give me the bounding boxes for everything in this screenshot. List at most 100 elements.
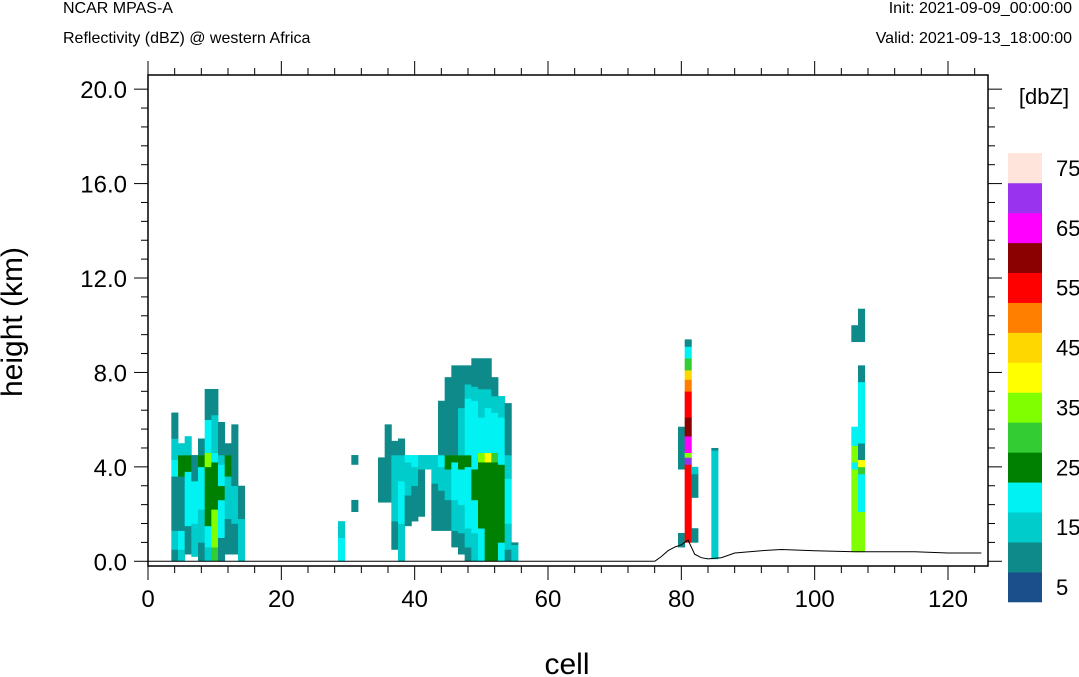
reflectivity-cell xyxy=(484,462,492,562)
reflectivity-cell xyxy=(684,346,692,359)
reflectivity-cell xyxy=(491,452,499,463)
reflectivity-cell xyxy=(711,450,719,560)
reflectivity-cell xyxy=(171,530,179,550)
reflectivity-cell xyxy=(504,549,512,562)
reflectivity-cell xyxy=(858,443,866,461)
reflectivity-cell xyxy=(858,473,866,513)
reflectivity-cell xyxy=(491,412,499,453)
reflectivity-cell xyxy=(684,391,692,418)
reflectivity-cell xyxy=(458,365,466,409)
reflectivity-cell xyxy=(211,452,219,463)
reflectivity-cell xyxy=(224,476,232,520)
reflectivity-cell xyxy=(391,521,399,550)
colorbar-swatch xyxy=(1008,242,1042,274)
reflectivity-cell xyxy=(451,462,459,501)
reflectivity-cell xyxy=(438,466,446,491)
reflectivity-cell xyxy=(184,525,192,555)
colorbar-swatch xyxy=(1008,272,1042,303)
reflectivity-cell xyxy=(478,462,486,529)
reflectivity-cell xyxy=(858,466,866,475)
reflectivity-cell xyxy=(198,466,206,510)
reflectivity-cell xyxy=(471,386,479,402)
reflectivity-cell xyxy=(858,308,866,343)
colorbar-swatch xyxy=(1008,452,1042,483)
x-tick-label: 100 xyxy=(795,586,835,613)
reflectivity-cell xyxy=(378,457,386,503)
reflectivity-cell xyxy=(478,528,486,562)
reflectivity-cell xyxy=(851,469,859,553)
reflectivity-cell xyxy=(451,530,459,548)
reflectivity-cell xyxy=(171,438,179,461)
reflectivity-cell xyxy=(191,455,199,482)
x-tick-label: 40 xyxy=(401,586,428,613)
reflectivity-cell xyxy=(684,379,692,392)
reflectivity-cell xyxy=(484,388,492,409)
colorbar-swatch xyxy=(1008,362,1042,393)
reflectivity-cell xyxy=(504,455,512,479)
x-tick-label: 60 xyxy=(535,586,562,613)
x-tick-label: 20 xyxy=(268,586,295,613)
reflectivity-cells xyxy=(148,308,866,562)
reflectivity-cell xyxy=(478,417,486,453)
reflectivity-cell xyxy=(484,452,492,463)
reflectivity-cell xyxy=(211,388,219,416)
reflectivity-cell xyxy=(851,462,859,470)
colorbar-swatch xyxy=(1008,512,1042,543)
reflectivity-cell xyxy=(391,440,399,456)
reflectivity-cell xyxy=(471,400,479,456)
reflectivity-cell xyxy=(384,424,392,456)
reflectivity-cell xyxy=(471,455,479,470)
reflectivity-cell xyxy=(231,455,239,487)
x-tick-label: 0 xyxy=(141,586,154,613)
reflectivity-cell xyxy=(338,537,346,562)
init-time: Init: 2021-09-09_00:00:00 xyxy=(888,0,1072,17)
reflectivity-cell xyxy=(471,532,479,562)
reflectivity-cell xyxy=(444,455,452,470)
reflectivity-cell xyxy=(498,542,506,562)
reflectivity-cell xyxy=(431,455,439,484)
x-axis-label: cell xyxy=(544,648,589,677)
reflectivity-cell xyxy=(178,530,186,550)
reflectivity-cell xyxy=(484,358,492,390)
reflectivity-cell xyxy=(511,544,519,562)
reflectivity-cell xyxy=(231,424,239,456)
y-tick-label: 12.0 xyxy=(80,266,127,293)
colorbar-label: 75 xyxy=(1056,156,1079,181)
reflectivity-cell xyxy=(171,459,179,477)
reflectivity-cell xyxy=(684,457,692,465)
reflectivity-cell xyxy=(498,417,506,456)
model-title: NCAR MPAS-A xyxy=(63,0,173,17)
reflectivity-cell xyxy=(218,499,226,538)
reflectivity-cell xyxy=(171,549,179,562)
colorbar-swatch xyxy=(1008,212,1042,244)
reflectivity-cell xyxy=(684,464,692,543)
reflectivity-cell xyxy=(851,426,859,446)
reflectivity-cell xyxy=(471,358,479,387)
reflectivity-cell xyxy=(231,523,239,555)
colorbar-label: 5 xyxy=(1056,575,1068,600)
reflectivity-cell xyxy=(224,455,232,477)
reflectivity-cell xyxy=(504,478,512,524)
reflectivity-cell xyxy=(684,436,692,453)
reflectivity-cell xyxy=(858,459,866,468)
reflectivity-cell xyxy=(184,436,192,456)
reflectivity-cell xyxy=(678,532,686,548)
reflectivity-cell xyxy=(858,365,866,383)
reflectivity-cell xyxy=(218,455,226,465)
reflectivity-cell xyxy=(451,499,459,531)
reflectivity-cell xyxy=(511,542,519,546)
reflectivity-cell xyxy=(191,523,199,557)
reflectivity-cell xyxy=(478,452,486,463)
reflectivity-cell xyxy=(464,398,472,456)
reflectivity-cell xyxy=(464,455,472,468)
reflectivity-cell xyxy=(178,549,186,562)
reflectivity-cell xyxy=(211,547,219,562)
reflectivity-cell xyxy=(858,511,866,553)
reflectivity-cell xyxy=(444,469,452,501)
reflectivity-cell xyxy=(458,532,466,555)
reflectivity-cell xyxy=(464,466,472,529)
reflectivity-cell xyxy=(411,485,419,522)
reflectivity-cell xyxy=(491,396,499,413)
reflectivity-cell xyxy=(351,455,359,465)
